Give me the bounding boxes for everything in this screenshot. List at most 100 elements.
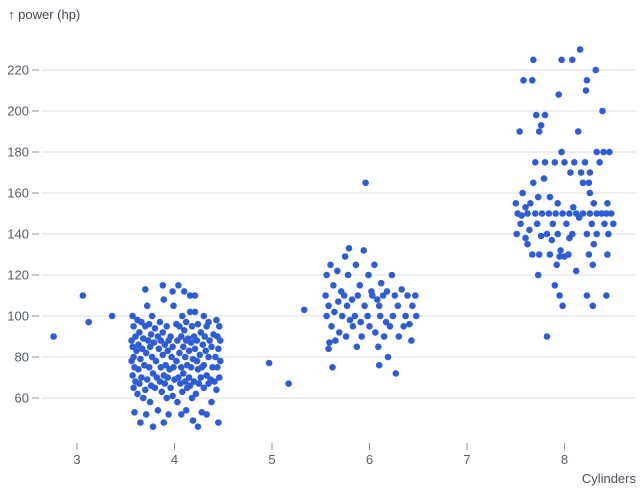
data-point xyxy=(137,419,144,426)
data-point xyxy=(558,148,565,156)
data-point xyxy=(379,292,387,299)
data-point xyxy=(356,282,364,289)
data-point xyxy=(556,292,563,299)
data-point xyxy=(532,210,539,217)
data-point xyxy=(365,271,372,279)
data-point xyxy=(534,271,542,279)
data-point xyxy=(341,253,349,260)
data-point xyxy=(593,230,600,238)
data-point xyxy=(215,419,222,426)
data-point xyxy=(354,292,362,299)
data-point xyxy=(554,200,561,207)
data-point xyxy=(178,411,185,418)
data-point xyxy=(559,210,566,217)
data-point xyxy=(168,353,175,361)
y-tick-label: 140 xyxy=(7,227,29,242)
data-point xyxy=(182,407,190,414)
data-point xyxy=(575,214,583,221)
data-point xyxy=(589,302,597,310)
data-point xyxy=(561,159,568,166)
data-point xyxy=(389,312,397,320)
data-point xyxy=(85,318,92,326)
data-point xyxy=(176,349,183,357)
data-point xyxy=(563,220,570,228)
data-point xyxy=(352,261,360,269)
data-point xyxy=(593,148,600,156)
data-point xyxy=(195,380,203,387)
y-tick-label: 160 xyxy=(7,186,29,201)
data-point xyxy=(130,323,137,330)
data-point xyxy=(540,175,548,182)
data-point xyxy=(215,345,222,353)
series-5-cylinders xyxy=(265,306,308,387)
data-point xyxy=(364,312,371,320)
data-point xyxy=(570,204,577,211)
data-point xyxy=(142,411,150,418)
data-point xyxy=(346,316,354,324)
data-point xyxy=(183,384,191,392)
data-point xyxy=(197,329,205,336)
data-point xyxy=(163,394,170,402)
data-point xyxy=(209,364,216,371)
data-point xyxy=(170,302,177,310)
data-point xyxy=(205,353,212,361)
data-point xyxy=(549,220,557,228)
series-3-cylinders xyxy=(50,292,116,340)
data-point xyxy=(194,423,202,431)
data-point xyxy=(138,374,145,381)
data-point xyxy=(128,337,135,344)
data-point xyxy=(375,343,382,351)
data-point xyxy=(551,159,559,166)
data-point xyxy=(300,306,308,314)
data-point xyxy=(340,292,348,299)
data-point xyxy=(548,236,556,244)
data-point xyxy=(585,179,593,187)
data-point xyxy=(135,341,142,349)
data-point xyxy=(163,323,170,330)
data-point xyxy=(136,380,143,387)
data-point xyxy=(134,390,141,398)
data-point xyxy=(128,357,135,365)
series-6-cylinders xyxy=(322,179,420,377)
data-point xyxy=(572,267,580,275)
data-point xyxy=(178,333,185,340)
data-point xyxy=(159,351,167,359)
data-point xyxy=(529,77,536,84)
data-point xyxy=(543,333,551,340)
data-point xyxy=(400,323,407,330)
data-point xyxy=(546,193,554,201)
data-point xyxy=(203,411,210,418)
data-point xyxy=(395,333,403,340)
data-point xyxy=(140,394,147,402)
data-point xyxy=(535,128,543,135)
data-point xyxy=(545,210,553,217)
data-point xyxy=(598,210,605,217)
data-point xyxy=(138,318,145,326)
data-point xyxy=(582,87,590,94)
data-point xyxy=(135,366,142,373)
x-tick-label: 3 xyxy=(73,452,80,467)
data-point xyxy=(377,279,385,287)
data-point xyxy=(157,364,165,371)
data-point xyxy=(217,357,224,365)
data-point xyxy=(380,333,388,340)
data-point xyxy=(583,292,591,299)
data-point xyxy=(342,333,350,340)
data-point xyxy=(181,353,189,361)
data-point xyxy=(145,364,153,371)
data-point xyxy=(180,343,187,351)
data-point xyxy=(214,364,221,371)
data-point xyxy=(147,331,155,338)
data-point xyxy=(79,292,87,299)
data-point xyxy=(202,347,209,355)
y-tick-label: 180 xyxy=(7,145,29,160)
data-point xyxy=(197,374,205,381)
data-point xyxy=(155,345,163,353)
data-point xyxy=(375,361,383,369)
data-point xyxy=(149,423,157,431)
data-point xyxy=(566,234,573,242)
data-point xyxy=(169,392,176,400)
data-point xyxy=(530,56,537,64)
data-point xyxy=(383,288,391,295)
data-point xyxy=(593,210,600,217)
